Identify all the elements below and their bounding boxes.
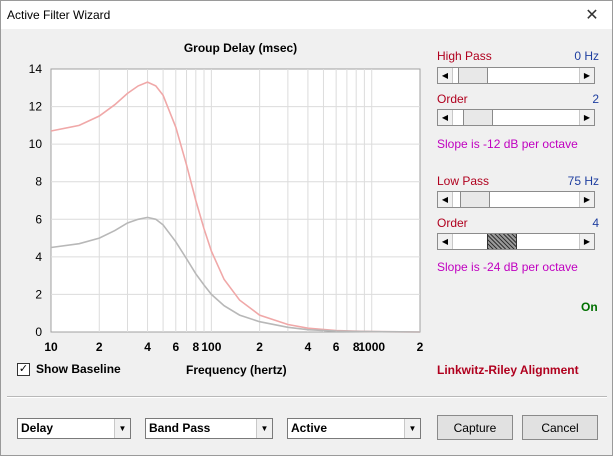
y-tick-label: 10	[29, 137, 43, 151]
x-tick-label: 6	[333, 340, 340, 354]
low-pass-value: 75 Hz	[567, 174, 599, 188]
divider	[7, 396, 607, 398]
low-pass-row: Low Pass 75 Hz	[437, 174, 601, 188]
high-pass-slope-text: Slope is -12 dB per octave	[437, 137, 578, 151]
low-pass-order-slider-thumb[interactable]	[486, 234, 517, 249]
x-tick-label: 6	[172, 340, 179, 354]
high-pass-row: High Pass 0 Hz	[437, 49, 601, 63]
frequency-axis-label: Frequency (hertz)	[186, 363, 287, 377]
scroll-left-icon[interactable]: ◀	[438, 110, 453, 125]
alignment-label: Linkwitz-Riley Alignment	[437, 363, 579, 377]
x-tick-label: 8	[353, 340, 360, 354]
x-tick-label: 8	[192, 340, 199, 354]
series-line-2	[50, 216, 421, 333]
plot-area	[50, 68, 421, 333]
on-indicator: On	[581, 300, 598, 314]
scroll-right-icon[interactable]: ▶	[579, 192, 594, 207]
low-pass-slider-thumb[interactable]	[459, 192, 490, 207]
low-pass-order-row: Order 4	[437, 216, 601, 230]
chart-title: Group Delay (msec)	[184, 41, 297, 55]
y-tick-label: 0	[35, 325, 42, 339]
scroll-right-icon[interactable]: ▶	[579, 68, 594, 83]
x-tick-label: 2	[417, 340, 424, 354]
high-pass-order-label: Order	[437, 92, 468, 106]
high-pass-slider[interactable]: ◀ ▶	[437, 67, 595, 84]
x-tick-label: 100	[201, 340, 221, 354]
checkmark-icon: ✓	[18, 362, 29, 375]
high-pass-label: High Pass	[437, 49, 492, 63]
high-pass-order-slider-thumb[interactable]	[462, 110, 493, 125]
filter-mode-value: Active	[291, 421, 328, 435]
close-button[interactable]: ✕	[572, 1, 612, 29]
low-pass-order-slider[interactable]: ◀ ▶	[437, 233, 595, 250]
scroll-left-icon[interactable]: ◀	[438, 192, 453, 207]
show-baseline-label: Show Baseline	[36, 362, 121, 376]
y-tick-label: 14	[29, 62, 43, 76]
cancel-button[interactable]: Cancel	[522, 415, 598, 440]
low-pass-order-label: Order	[437, 216, 468, 230]
show-baseline-option[interactable]: ✓ Show Baseline	[17, 362, 121, 376]
group-delay-chart: 0 2 4 6 8 10 12 14 10 2 4 6 8 100 2 4 6 8 1000 2 Group Delay…	[5, 35, 425, 355]
filter-type-value: Band Pass	[149, 421, 211, 435]
display-mode-value: Delay	[21, 421, 54, 435]
display-mode-select[interactable]: Delay ▼	[17, 418, 131, 439]
y-tick-label: 12	[29, 100, 43, 114]
low-pass-slope-text: Slope is -24 dB per octave	[437, 260, 578, 274]
close-icon: ✕	[585, 7, 599, 24]
x-tick-label: 10	[44, 340, 58, 354]
high-pass-order-slider[interactable]: ◀ ▶	[437, 109, 595, 126]
y-tick-label: 8	[35, 175, 42, 189]
title-bar: Active Filter Wizard ✕	[1, 1, 612, 29]
show-baseline-checkbox[interactable]: ✓	[17, 362, 30, 376]
filter-type-select[interactable]: Band Pass ▼	[145, 418, 273, 439]
x-tick-label: 2	[96, 340, 103, 354]
x-tick-label: 2	[256, 340, 263, 354]
window-title: Active Filter Wizard	[7, 8, 111, 22]
scroll-left-icon[interactable]: ◀	[438, 68, 453, 83]
capture-button[interactable]: Capture	[437, 415, 513, 440]
x-tick-label: 4	[144, 340, 151, 354]
low-pass-order-value: 4	[592, 216, 599, 230]
low-pass-slider[interactable]: ◀ ▶	[437, 191, 595, 208]
high-pass-slider-thumb[interactable]	[457, 68, 488, 83]
low-pass-label: Low Pass	[437, 174, 490, 188]
x-tick-label: 1000	[358, 340, 385, 354]
y-tick-label: 6	[35, 212, 42, 226]
high-pass-order-value: 2	[592, 92, 599, 106]
chevron-down-icon[interactable]: ▼	[114, 419, 130, 438]
high-pass-value: 0 Hz	[574, 49, 599, 63]
y-tick-label: 2	[35, 287, 42, 301]
filter-mode-select[interactable]: Active ▼	[287, 418, 421, 439]
chevron-down-icon[interactable]: ▼	[404, 419, 420, 438]
scroll-right-icon[interactable]: ▶	[579, 234, 594, 249]
scroll-left-icon[interactable]: ◀	[438, 234, 453, 249]
chevron-down-icon[interactable]: ▼	[256, 419, 272, 438]
high-pass-order-row: Order 2	[437, 92, 601, 106]
x-tick-label: 4	[305, 340, 312, 354]
y-tick-label: 4	[35, 250, 42, 264]
scroll-right-icon[interactable]: ▶	[579, 110, 594, 125]
